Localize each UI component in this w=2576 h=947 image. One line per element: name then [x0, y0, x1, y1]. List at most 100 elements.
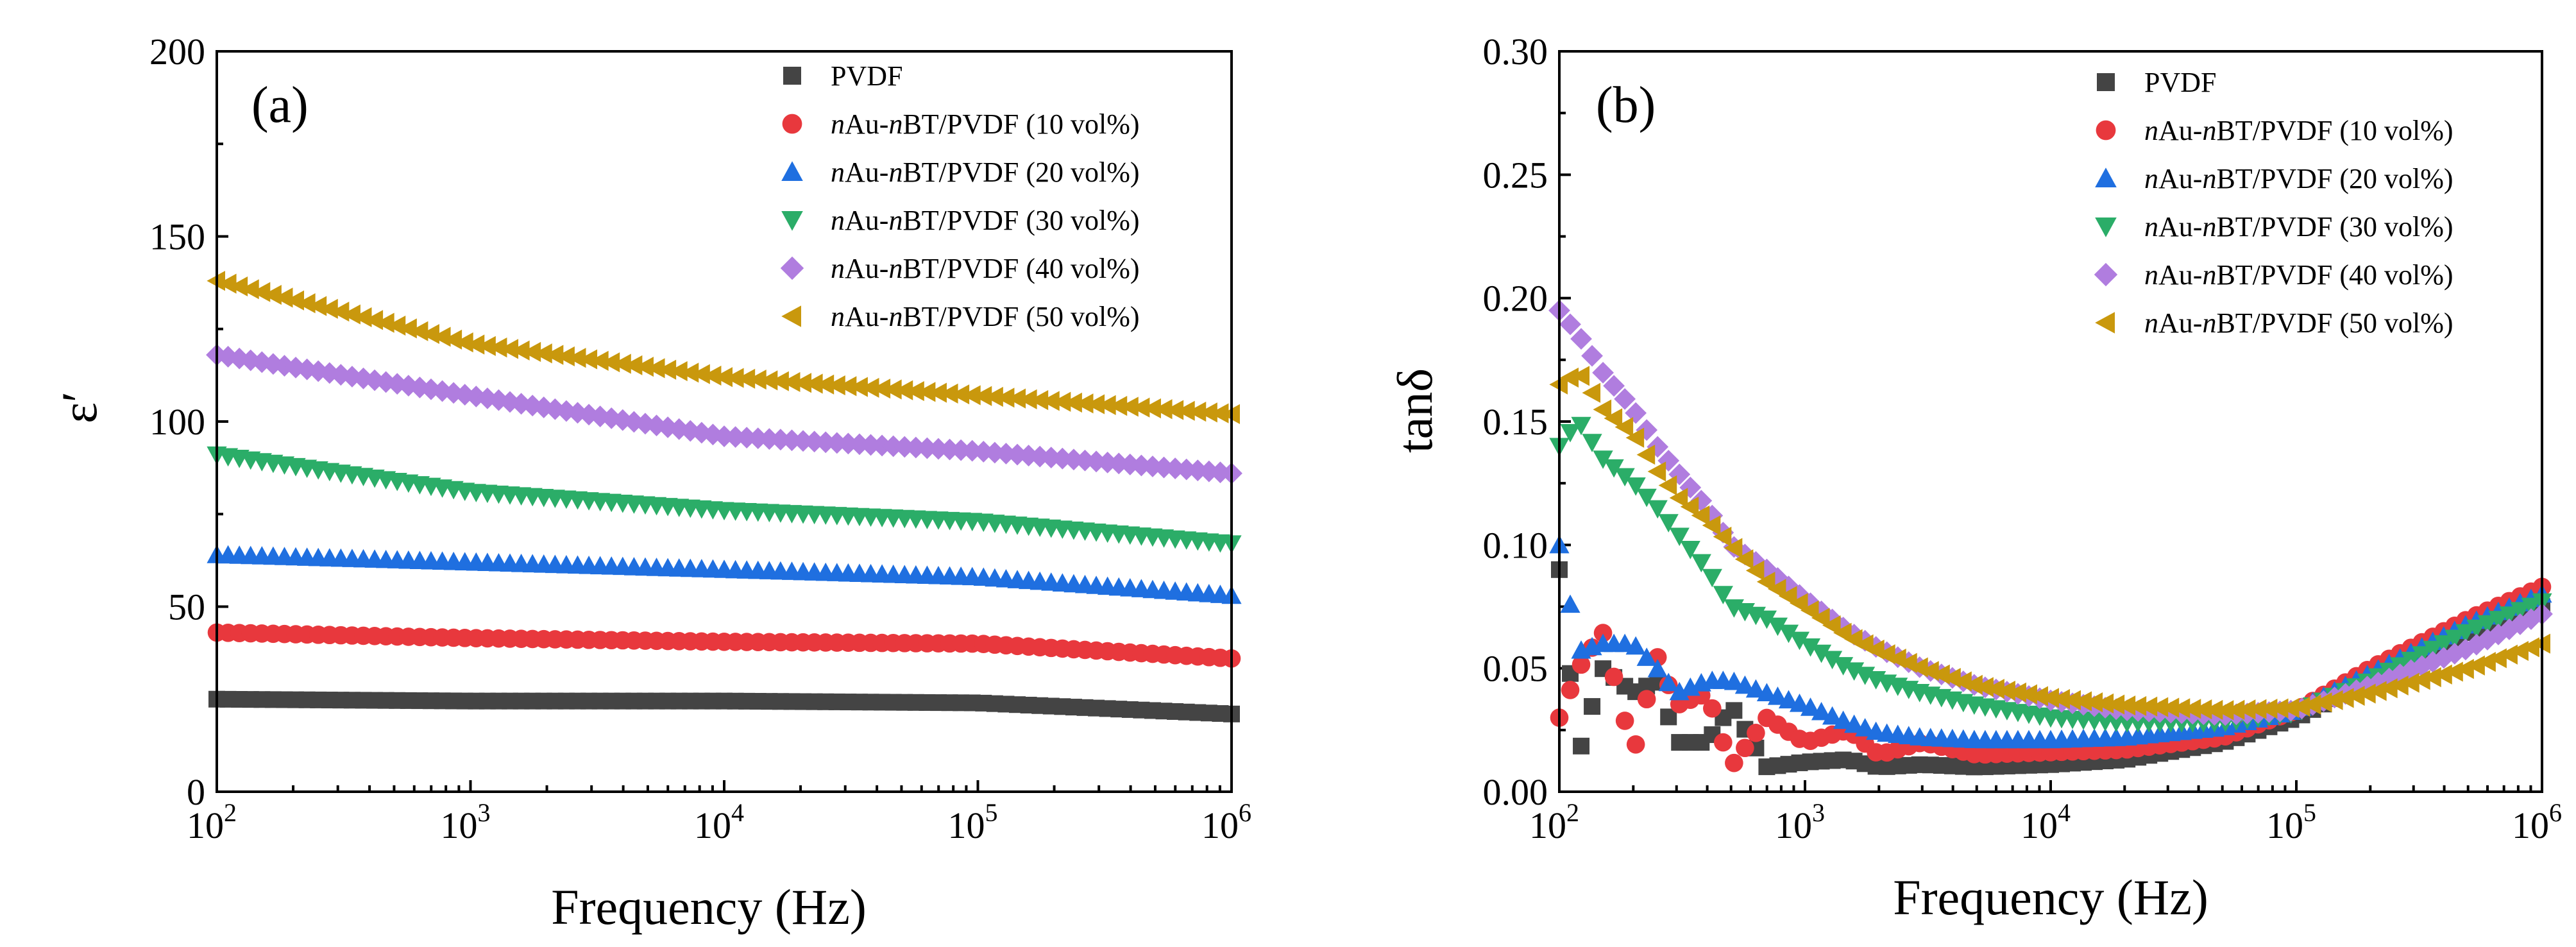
- data-point: [1153, 456, 1175, 479]
- data-point: [882, 435, 904, 457]
- data-point: [1713, 526, 1732, 547]
- data-point: [995, 443, 1017, 465]
- legend-marker: [2096, 120, 2116, 141]
- data-point: [1822, 706, 1843, 725]
- data-point: [1647, 461, 1666, 482]
- data-point: [803, 431, 826, 453]
- data-point: [837, 432, 860, 455]
- data-point: [1570, 328, 1592, 350]
- data-point: [2084, 692, 2103, 713]
- data-point: [613, 354, 631, 374]
- data-point: [770, 371, 789, 391]
- data-point: [2040, 688, 2059, 708]
- legend-label: nAu-nBT/PVDF (30 vol%): [831, 205, 1140, 236]
- data-point: [1811, 644, 1832, 663]
- data-point: [1592, 361, 1614, 384]
- data-point: [1789, 694, 1810, 712]
- data-point: [1571, 366, 1590, 386]
- data-point: [1593, 450, 1613, 469]
- series-30: [207, 446, 1242, 554]
- data-point: [1756, 610, 1777, 629]
- panel-b-frame: [1558, 50, 2543, 793]
- legend-marker: [2095, 218, 2117, 237]
- data-point: [1756, 683, 1777, 702]
- data-point: [1844, 714, 1865, 733]
- data-point: [241, 279, 259, 300]
- panel-a-xlabel: Frequency (Hz): [551, 879, 867, 935]
- data-point: [1702, 568, 1722, 588]
- data-point: [2051, 688, 2071, 710]
- data-point: [455, 332, 473, 353]
- data-point: [1153, 399, 1173, 420]
- data-point: [308, 296, 327, 316]
- data-point: [1789, 593, 1808, 613]
- data-point: [2389, 663, 2411, 685]
- data-point: [1210, 403, 1229, 423]
- panel-b: tanδ Frequency (Hz) 0.00 0.05 0.10 0.15 0.20…: [1387, 31, 2562, 925]
- data-point: [906, 380, 924, 402]
- data-point: [2434, 664, 2452, 685]
- data-point: [1855, 718, 1876, 737]
- data-point: [273, 355, 296, 377]
- data-point: [1800, 600, 1819, 620]
- data-point: [1636, 488, 1657, 508]
- data-point: [2412, 670, 2430, 690]
- y-tick-label: 0.20: [1483, 278, 1548, 320]
- series-50: [207, 271, 1240, 425]
- panel-a-label: (a): [251, 77, 309, 133]
- series-PVDF: [208, 690, 1240, 722]
- data-point: [691, 364, 710, 384]
- data-point: [2466, 619, 2487, 638]
- data-point: [1724, 671, 1744, 690]
- data-point: [2193, 699, 2212, 720]
- data-point: [748, 370, 767, 390]
- data-point: [511, 340, 530, 361]
- data-point: [1669, 527, 1690, 547]
- y-tick-label: 0.25: [1483, 154, 1548, 196]
- data-point: [1074, 393, 1094, 414]
- data-point: [2117, 695, 2136, 716]
- data-point: [1560, 367, 1579, 388]
- data-point: [579, 349, 598, 370]
- panel-b-ylabel: tanδ: [1387, 368, 1443, 453]
- panel-a: ε′ Frequency (Hz) 0 50 100 150 200 102 103 104 1…: [51, 31, 1251, 935]
- y-tick-label: 150: [149, 216, 205, 258]
- data-point: [1560, 594, 1580, 613]
- data-point: [1007, 388, 1026, 409]
- data-point: [2106, 694, 2125, 715]
- data-point: [1725, 753, 1743, 772]
- panel-b-legend: PVDF nAu-nBT/PVDF (10 vol%) nAu-nBT/PVDF (…: [2094, 67, 2453, 339]
- data-point: [2434, 635, 2454, 654]
- data-point: [1625, 636, 1646, 655]
- y-tick-label: 0.00: [1483, 771, 1548, 813]
- data-point: [680, 363, 699, 383]
- data-point: [2019, 684, 2037, 704]
- data-point: [860, 377, 879, 398]
- data-point: [827, 375, 845, 396]
- data-point: [1647, 659, 1668, 678]
- data-point: [1560, 423, 1580, 443]
- data-point: [1986, 679, 2004, 699]
- legend-marker: [780, 256, 804, 280]
- data-point: [1636, 445, 1656, 465]
- data-point: [623, 355, 643, 375]
- data-point: [1702, 515, 1721, 536]
- data-point: [759, 370, 778, 391]
- data-point: [2445, 629, 2465, 649]
- data-point: [1680, 541, 1700, 559]
- data-point: [1561, 681, 1580, 699]
- data-point: [1086, 394, 1105, 414]
- data-point: [646, 358, 665, 379]
- data-point: [815, 431, 837, 454]
- data-point: [702, 365, 722, 386]
- data-point: [285, 290, 305, 311]
- data-point: [2280, 697, 2300, 719]
- data-point: [1800, 638, 1821, 657]
- legend-marker: [783, 67, 801, 85]
- data-point: [2204, 699, 2223, 721]
- data-point: [838, 376, 857, 397]
- data-point: [2454, 638, 2477, 661]
- data-point: [985, 386, 1003, 407]
- data-point: [376, 312, 394, 333]
- data-point: [342, 304, 360, 325]
